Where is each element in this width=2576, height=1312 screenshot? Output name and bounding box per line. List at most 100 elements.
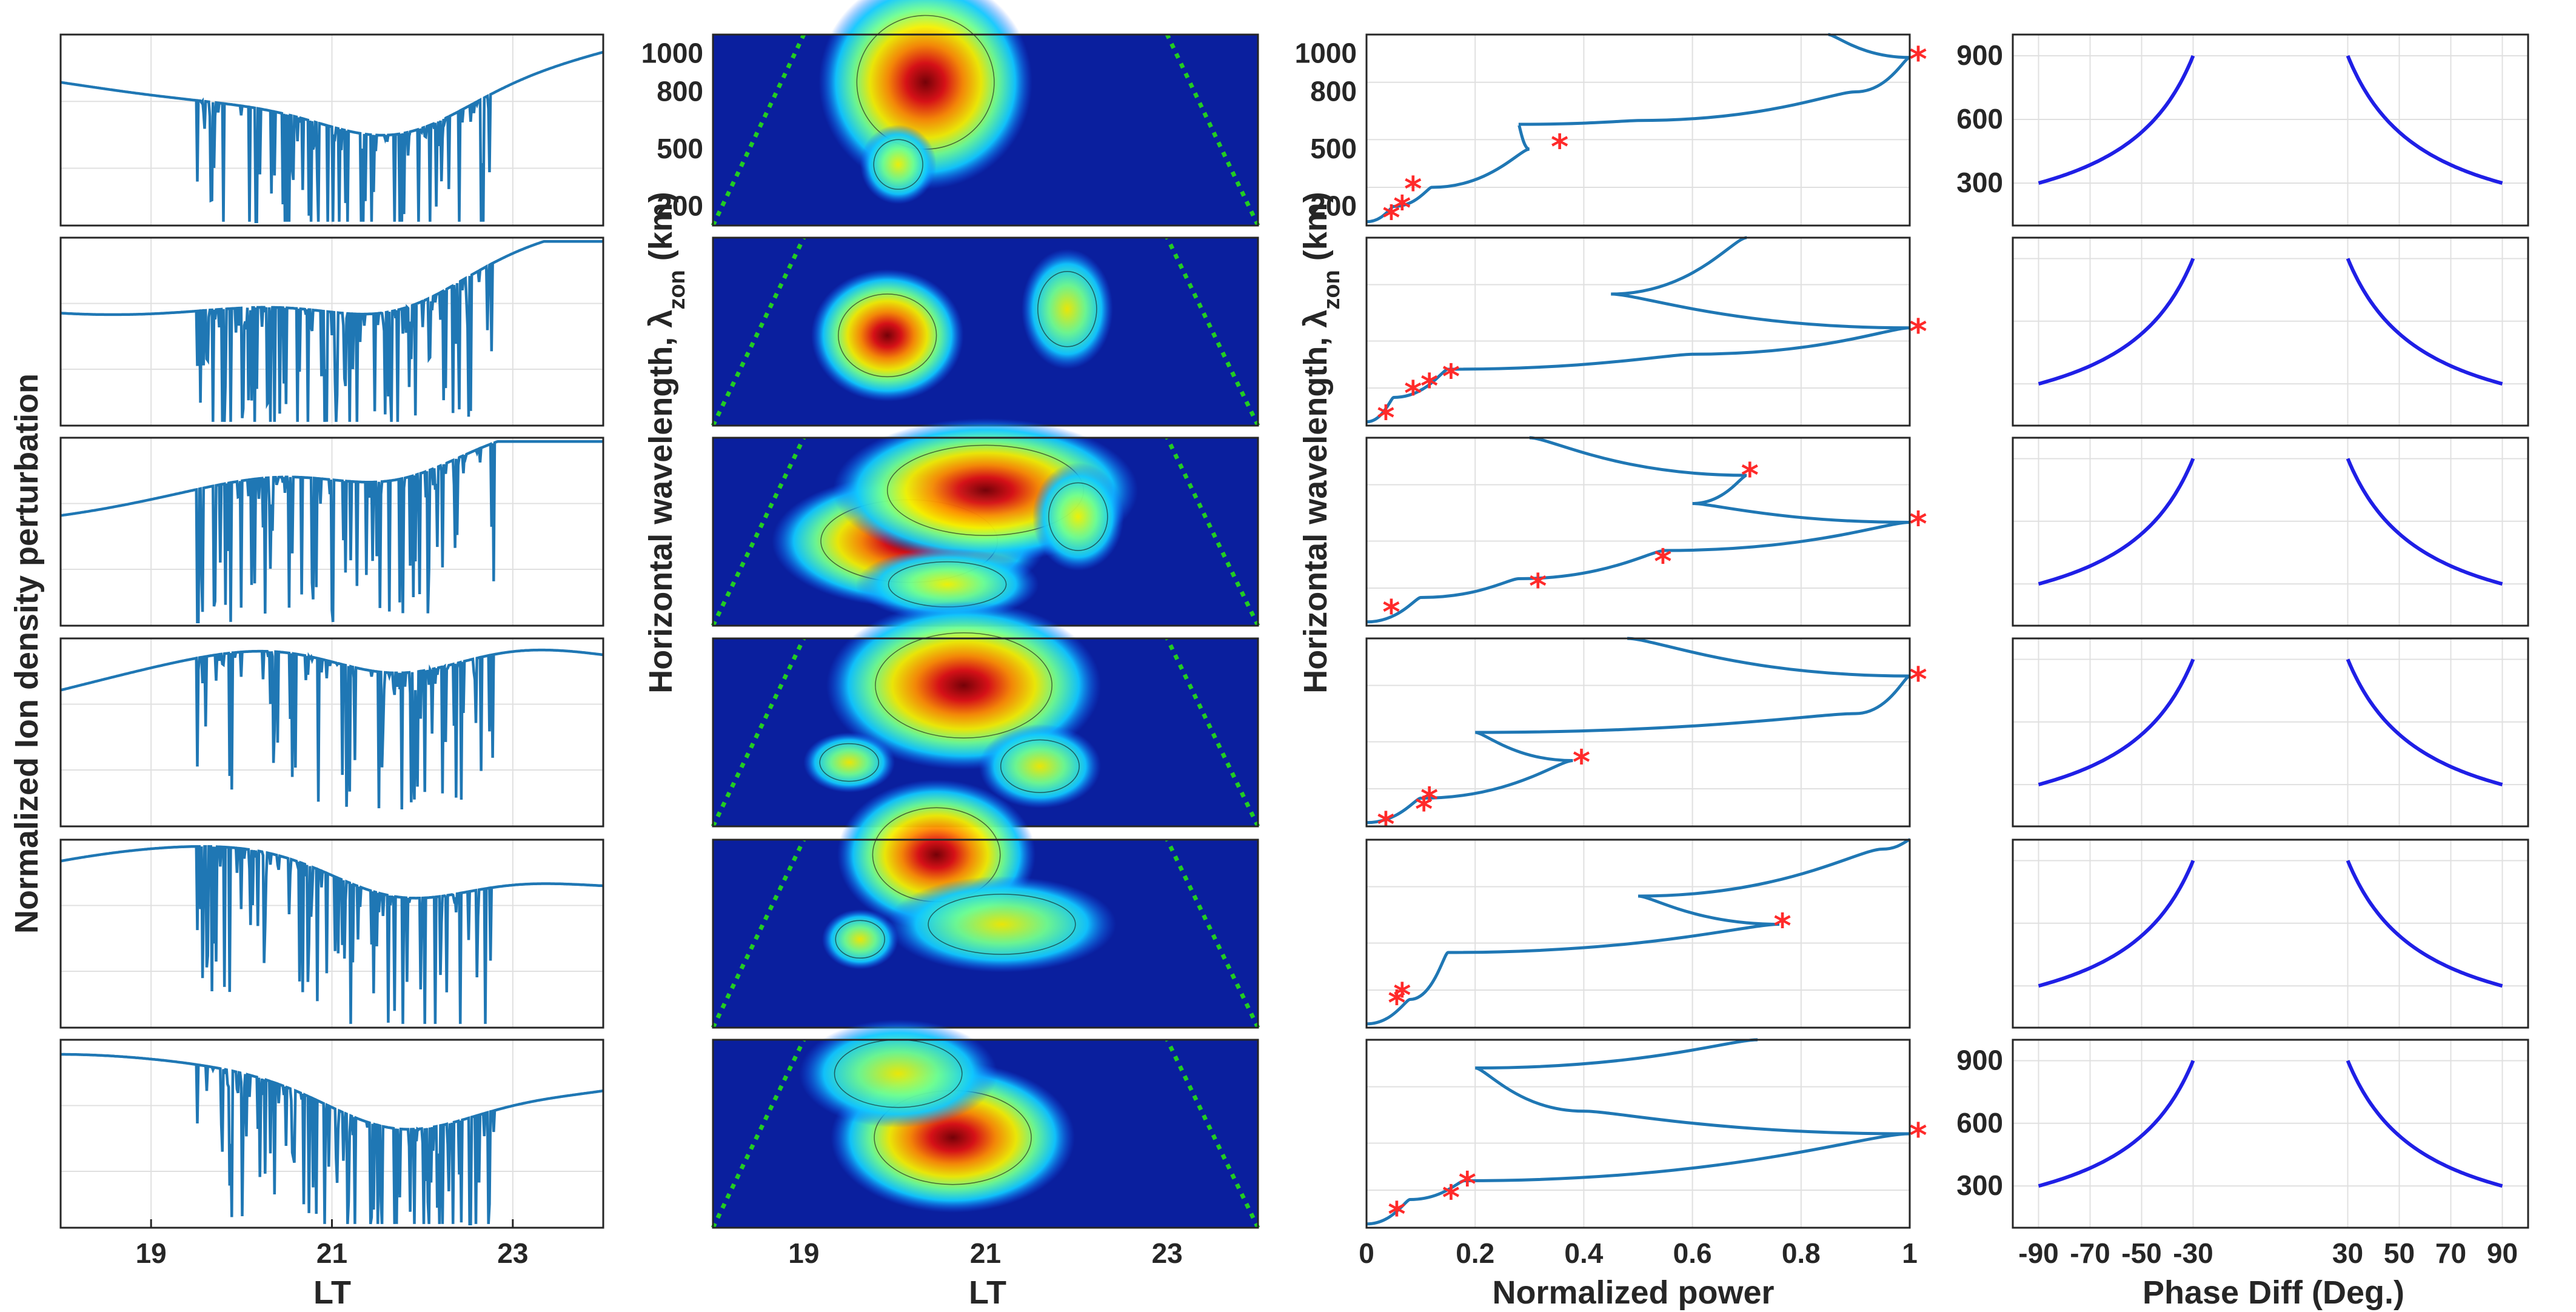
power-frame (1365, 1039, 1911, 1229)
power-frame (1365, 838, 1911, 1029)
phase-frame (2012, 1039, 2529, 1229)
phase-ytick-label: 300 (1956, 167, 2003, 198)
phase-negative-branch (2038, 258, 2195, 386)
density-column: 19 21 23 (59, 33, 604, 1269)
wavelet-ytick-label: 800 (657, 76, 703, 107)
power-frame (1365, 236, 1911, 427)
wavelet-contour (1032, 462, 1124, 571)
phase-xtick-label: -70 (2070, 1237, 2110, 1269)
wavelet-xtick-label: 21 (970, 1237, 1001, 1269)
peak-marker: * (1388, 984, 1405, 1023)
phase-ytick-label: 600 (1956, 1107, 2003, 1139)
wavelet-xtick-label: 23 (1152, 1237, 1183, 1269)
density-line (60, 845, 604, 1024)
coi-right (1165, 33, 1260, 227)
wavelet-contour (799, 1019, 998, 1128)
phase-positive-branch (2346, 55, 2503, 185)
phase-ytick-label: 300 (1956, 1170, 2003, 1201)
power-ytick-label: 500 (1310, 133, 1357, 164)
phase-xtick-label: 70 (2435, 1237, 2466, 1269)
coi-left (711, 637, 806, 828)
power-ylabel-sub: zon (1319, 270, 1345, 309)
power-frame (1365, 637, 1911, 828)
density-line (60, 648, 604, 810)
wavelet-contour-line (1037, 271, 1097, 347)
phase-xtick-label: -50 (2121, 1237, 2161, 1269)
peak-marker: * (1377, 399, 1394, 438)
wavelet-contour-line (819, 743, 880, 782)
phase-xtick-label: 90 (2487, 1237, 2518, 1269)
density-tick-label: 21 (316, 1237, 347, 1269)
wavelet-ytick-label: 500 (657, 133, 703, 164)
coi-left (711, 33, 806, 227)
power-xtick-label: 1 (1902, 1237, 1918, 1269)
power-frame (1365, 437, 1911, 627)
wavelet-ylabel-main: Horizontal wavelength, (643, 328, 679, 694)
wavelet-frame (712, 1039, 1259, 1229)
power-ylabel-symbol: λ (1297, 310, 1334, 328)
power-line (1366, 1038, 1910, 1226)
power-line (1366, 637, 1911, 825)
phase-ytick-label: 900 (1956, 1044, 2003, 1076)
phase-xtick-label: 30 (2332, 1237, 2363, 1269)
wavelet-xtick-label: 19 (788, 1237, 819, 1269)
density-tick-label: 19 (136, 1237, 167, 1269)
power-ylabel-unit: (km) (1297, 192, 1334, 270)
peak-marker: * (1382, 198, 1400, 238)
peak-marker: * (1404, 170, 1422, 209)
density-frame (59, 637, 604, 828)
peak-marker: * (1741, 456, 1759, 495)
wavelet-ylabel: Horizontal wavelength, λzon (km) (643, 192, 690, 694)
power-ylabel-main: Horizontal wavelength, (1297, 328, 1334, 694)
wavelet-ytick-label: 200 (657, 190, 703, 222)
power-line (1366, 436, 1910, 624)
wavelet-contour (803, 732, 895, 793)
phase-frame (2012, 437, 2529, 627)
wavelet-frame (712, 838, 1259, 1029)
coi-right (1165, 637, 1260, 828)
phase-xtick-label: -90 (2018, 1237, 2058, 1269)
power-xtick-label: 0.6 (1673, 1237, 1712, 1269)
phase-ytick-label: 900 (1956, 39, 2003, 71)
power-xtick-label: 0.4 (1564, 1237, 1603, 1269)
wavelet-background (713, 238, 1258, 426)
power-line (1366, 33, 1910, 224)
peak-marker: * (1654, 543, 1671, 582)
wavelet-frame (712, 33, 1259, 227)
phase-negative-branch (2038, 860, 2195, 988)
peak-marker: * (1459, 1165, 1476, 1205)
power-xtick-label: 0.2 (1456, 1237, 1494, 1269)
power-xtick-label: 0.8 (1782, 1237, 1821, 1269)
peak-marker: * (1529, 567, 1547, 606)
peak-marker: * (1393, 976, 1411, 1016)
density-frame (59, 838, 604, 1029)
peak-marker: * (1909, 1116, 1927, 1156)
density-line (60, 50, 604, 223)
density-xlabel: LT (313, 1274, 351, 1311)
wavelet-contour-line (873, 139, 923, 190)
peak-marker: * (1909, 660, 1927, 700)
peak-marker: * (1442, 357, 1460, 397)
power-ytick-label: 1000 (1295, 38, 1357, 69)
wavelet-ytick-label: 1000 (641, 38, 703, 69)
power-line (1366, 838, 1910, 1026)
wavelet-contour-line (1048, 482, 1108, 551)
density-frame (59, 33, 604, 227)
power-xlabel: Normalized power (1492, 1274, 1774, 1311)
peak-marker: * (1909, 312, 1927, 352)
wavelet-ylabel-unit: (km) (643, 192, 679, 270)
wavelet-column: 1000 800 500 200 19 21 23 (641, 0, 1260, 1269)
wavelet-contour (887, 876, 1117, 972)
coi-left (711, 236, 806, 427)
phase-column: 900 600 300 900 600 300 -90 -70 -50 -30 30 50 70 90 (1956, 33, 2529, 1269)
wavelet-contour (821, 909, 898, 969)
wavelet-ylabel-sub: zon (664, 270, 690, 309)
coi-right (1165, 838, 1260, 1029)
coi-right (1165, 236, 1260, 427)
wavelet-contour-line (838, 293, 937, 378)
peak-marker: * (1909, 505, 1927, 544)
peak-marker: * (1773, 907, 1791, 946)
peak-marker: * (1415, 790, 1433, 829)
wavelet-contour (860, 124, 937, 204)
wavelet-contour (979, 724, 1102, 809)
